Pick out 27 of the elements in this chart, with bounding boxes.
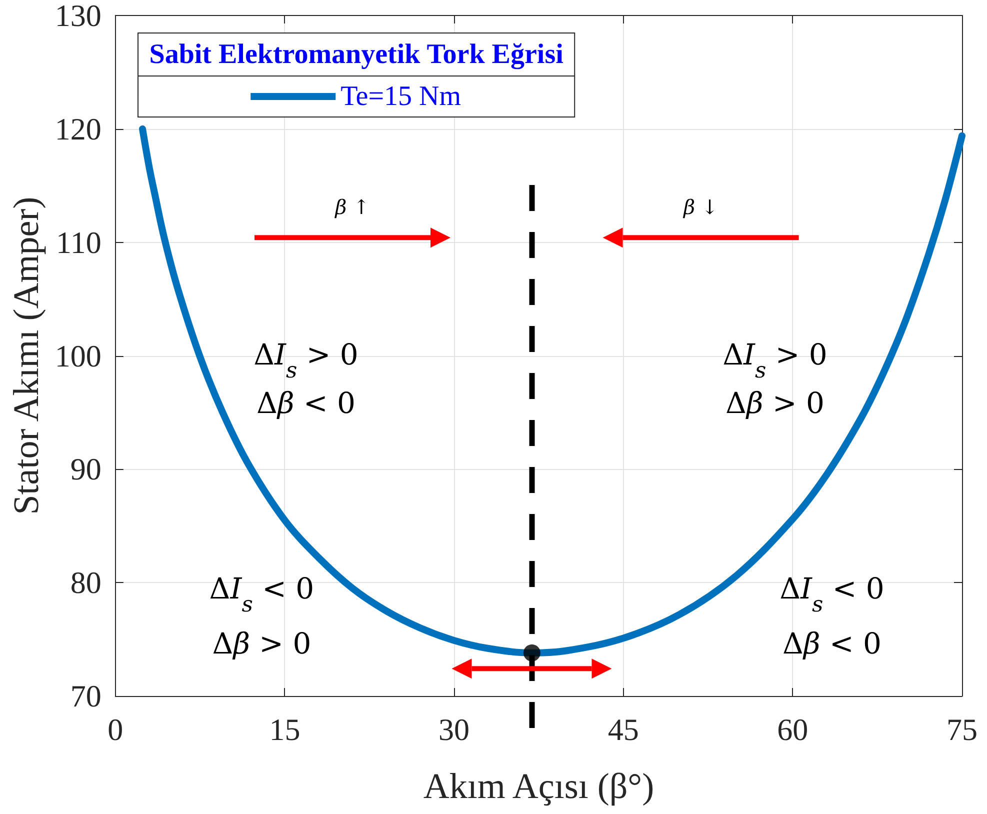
y-tick-label: 130 [54, 0, 102, 33]
x-tick-label: 60 [777, 712, 808, 747]
x-tick-label: 30 [438, 712, 470, 747]
annotation: β ↓ [682, 194, 718, 219]
x-axis-title: Akım Açısı (β°) [423, 766, 654, 806]
y-tick-label: 90 [70, 452, 102, 487]
annotation: Δβ > 0 [212, 626, 312, 660]
annotation: ΔI$_{s}$ > 0 [722, 337, 828, 383]
annotation: Δβ < 0 [782, 626, 882, 660]
legend-label: Te=15 Nm [340, 81, 462, 112]
y-axis-title: Stator Akımı (Amper) [6, 196, 46, 515]
x-tick-label: 45 [608, 712, 639, 747]
legend-title: Sabit Elektromanyetik Tork Eğrisi [149, 39, 564, 70]
annotation: ΔI$_{s}$ < 0 [209, 571, 314, 617]
y-tick-label: 120 [54, 111, 102, 146]
x-tick-label: 0 [108, 712, 124, 747]
annotation: Δβ > 0 [726, 386, 824, 420]
y-tick-label: 70 [70, 678, 102, 714]
annotation: ΔI$_{s}$ > 0 [254, 337, 358, 383]
y-tick-label: 80 [70, 565, 102, 600]
y-tick-label: 110 [56, 224, 102, 260]
annotation: ΔI$_{s}$ < 0 [780, 571, 884, 617]
x-tick-label: 75 [946, 712, 978, 747]
y-tick-label: 100 [54, 338, 102, 374]
annotation: Δβ < 0 [256, 386, 356, 420]
annotation: β ↑ [334, 194, 370, 219]
x-tick-label: 15 [269, 712, 300, 747]
